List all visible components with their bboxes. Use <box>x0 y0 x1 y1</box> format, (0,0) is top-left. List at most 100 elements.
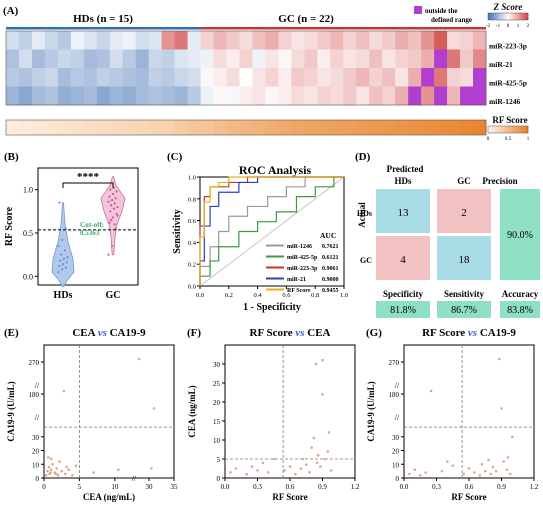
heatmap-row-label: miR-1246 <box>489 97 520 106</box>
xtick-label: 30 <box>146 483 154 491</box>
heatmap-cell <box>408 49 422 69</box>
scatter-point <box>315 461 319 465</box>
heatmap-cell <box>57 31 72 50</box>
scatter-point <box>267 471 270 474</box>
panel-a: (A) HDs (n = 15) GC (n = 22) outside the… <box>3 2 530 142</box>
matrix-row-header: GC <box>360 256 372 265</box>
heatmap-cell <box>161 49 175 69</box>
heatmap-cell <box>83 86 98 106</box>
violin-point <box>61 263 65 266</box>
violin-point <box>107 200 110 203</box>
rf-score-legend: RF Score 0 0.5 1 <box>487 115 530 142</box>
precision-value: 90.0% <box>507 230 533 241</box>
violin-point <box>115 212 118 216</box>
heatmap-cell <box>356 49 370 69</box>
z-score-legend-tick: 2 <box>527 24 530 29</box>
panelE-title: CEA vs CA19-9 <box>72 327 146 339</box>
heatmap-cell <box>122 86 137 106</box>
heatmap-cell <box>135 49 150 69</box>
roc-xtick-label: 0.0 <box>196 292 204 299</box>
rf-score-cell <box>6 120 20 135</box>
z-score-legend-swatch <box>494 13 497 20</box>
rf-score-cell <box>44 120 59 135</box>
heatmap-cell <box>278 68 292 87</box>
z-score-legend-swatch <box>516 13 519 20</box>
panel-b-ytick-label: 1.0 <box>23 186 33 195</box>
heatmap-cell <box>356 68 370 87</box>
violin-point <box>111 192 115 196</box>
heatmap-cell <box>18 86 33 106</box>
xtick-label: 10 <box>111 483 119 491</box>
outside-range-label: outside the defined range <box>425 7 472 24</box>
xtick-label: 0.3 <box>432 483 441 491</box>
matrix-cell-value: 13 <box>398 207 410 219</box>
title-right: CEA <box>305 327 331 339</box>
roc-ytick-label: 0.4 <box>188 240 197 247</box>
heatmap-cell <box>70 49 85 69</box>
heatmap-cell <box>70 68 85 87</box>
scatter-point <box>511 435 514 439</box>
z-score-legend-tick: -1 <box>496 24 501 29</box>
title-right: CA19-9 <box>477 327 516 339</box>
heatmap-cell <box>239 49 253 69</box>
heatmap-cell <box>148 31 162 50</box>
rf-score-cell <box>200 120 214 135</box>
violin-GC <box>100 176 126 256</box>
z-score-legend-tick: 0 <box>507 24 510 29</box>
heatmap-cell <box>161 68 175 87</box>
rf-score-legend-swatch <box>492 126 495 133</box>
scatter-point <box>327 431 331 434</box>
ytick-label: 25 <box>213 380 221 388</box>
scatter-point <box>92 471 95 474</box>
heatmap-cell <box>330 86 344 106</box>
heatmap-cell <box>31 31 46 50</box>
rf-score-cell <box>447 120 461 135</box>
violin-point <box>109 210 112 213</box>
heatmap-cell <box>200 31 214 50</box>
scatter-point <box>326 450 330 453</box>
matrix-col-header: HDs <box>394 176 412 186</box>
heatmap-cell <box>200 49 214 69</box>
scatter-point <box>446 460 449 463</box>
heatmap-row-label: miR-425-5p <box>489 78 527 87</box>
roc-legend-name: RF Score <box>287 288 311 294</box>
z-score-legend-swatch <box>498 13 501 20</box>
heatmap-cell <box>83 49 98 69</box>
ytick-label: 30 <box>392 434 400 442</box>
violin-point <box>64 266 67 269</box>
heatmap-cell <box>317 86 331 106</box>
panel-d-label: (D) <box>355 151 371 163</box>
heatmap-cell <box>460 68 474 87</box>
matrix-cell <box>376 189 430 233</box>
heatmap-cell <box>447 31 461 50</box>
scatter-point <box>51 462 54 466</box>
rf-score-cell <box>187 120 201 135</box>
matrix-cell <box>437 189 491 233</box>
roc-legend-auc: 0.7621 <box>322 244 339 250</box>
scatter-point <box>491 465 495 469</box>
heatmap-cell <box>343 86 357 106</box>
heatmap-cell <box>18 49 33 69</box>
rf-score-cell <box>330 120 344 135</box>
title-vs: vs <box>468 327 477 339</box>
heatmap-cell <box>252 31 266 50</box>
xtick-label: 0.0 <box>400 483 409 491</box>
z-score-legend-tick: -2 <box>486 24 491 29</box>
roc-line-mir-21 <box>199 176 344 286</box>
scatter-point <box>467 467 471 470</box>
violin-point <box>115 190 118 193</box>
heatmap-cell <box>330 68 344 87</box>
panel-b-xtick-label: GC <box>106 290 121 301</box>
scatter-point <box>418 473 422 477</box>
matrix-col-header: GC <box>457 176 471 186</box>
roc-legend-name: miR-1246 <box>287 244 312 250</box>
roc-xtick-label: 0.8 <box>311 292 319 299</box>
heatmap-cell <box>213 68 227 87</box>
ytick-label: 20 <box>32 448 40 456</box>
heatmap-row-labels: miR-223-3p miR-21 miR-425-5p miR-1246 <box>489 41 527 106</box>
heatmap-cell <box>473 49 487 69</box>
scatter-point <box>321 393 324 396</box>
heatmap-cell <box>317 31 331 50</box>
panelG-xlabel: RF Score <box>451 492 486 502</box>
